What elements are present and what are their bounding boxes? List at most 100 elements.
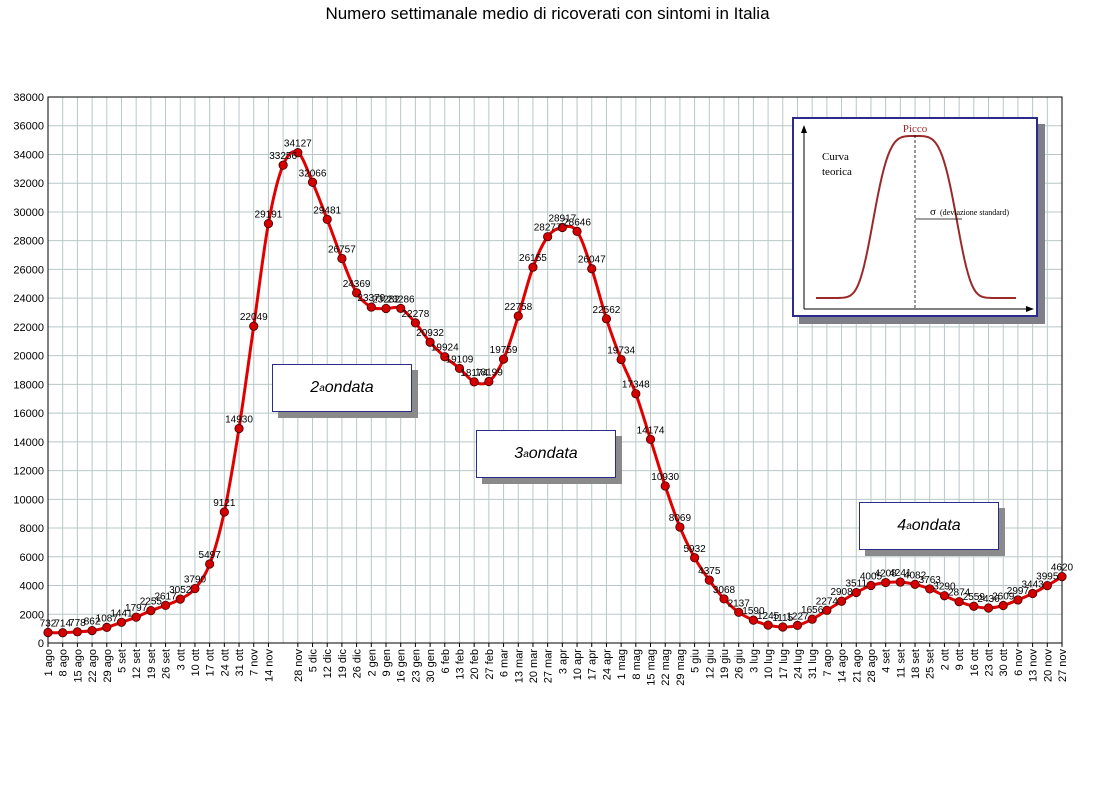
x-tick-label: 12 dic xyxy=(322,649,334,679)
data-label: 26757 xyxy=(328,245,356,256)
data-label: 3790 xyxy=(184,575,207,586)
theoretical-curve-inset: Picco Curva teorica σ (deviazione standa… xyxy=(792,117,1038,317)
data-point xyxy=(102,622,112,632)
x-tick-label: 4 set xyxy=(881,649,893,673)
data-point xyxy=(983,603,994,613)
y-tick-label: 10000 xyxy=(13,494,44,506)
data-point xyxy=(175,594,185,604)
data-point xyxy=(543,232,553,242)
data-label: 1441 xyxy=(110,608,133,619)
data-label: 5932 xyxy=(683,544,706,555)
x-tick-label: 31 ott xyxy=(234,649,246,677)
data-label: 3290 xyxy=(933,582,956,593)
wave-4-text: ondata xyxy=(911,517,961,534)
data-label: 3763 xyxy=(919,575,942,586)
data-label: 17348 xyxy=(622,380,650,391)
x-tick-label: 12 set xyxy=(131,649,143,679)
y-tick-label: 6000 xyxy=(20,552,44,564)
data-label: 26047 xyxy=(578,255,606,266)
data-label: 3511 xyxy=(846,579,868,590)
data-label: 19759 xyxy=(490,345,518,356)
data-point xyxy=(998,600,1008,611)
plot-frame xyxy=(47,96,1063,644)
data-point xyxy=(352,288,362,298)
data-label: 20932 xyxy=(416,328,444,339)
data-point xyxy=(87,626,97,636)
data-label: 18174 xyxy=(460,368,488,379)
data-point xyxy=(381,303,391,314)
x-tick-label: 1 mag xyxy=(616,649,628,680)
data-series xyxy=(43,148,1067,638)
data-label: 2137 xyxy=(728,598,751,609)
data-label: 2436 xyxy=(977,594,1000,605)
x-tick-label: 14 ago xyxy=(837,649,849,683)
y-axis: 0 2000 4000 6000 8000 10000 12000 14000 16000 180… xyxy=(13,92,44,650)
data-label: 3443 xyxy=(1021,580,1044,591)
wave-3-sup: a xyxy=(523,448,529,460)
x-tick-label: 22 ago xyxy=(87,649,99,683)
x-tick-label: 28 ago xyxy=(866,649,878,683)
data-point xyxy=(939,591,950,601)
data-point xyxy=(881,577,891,588)
x-tick-label: 20 feb xyxy=(469,649,481,680)
y-tick-label: 22000 xyxy=(13,322,44,334)
data-label: 24369 xyxy=(343,279,371,290)
data-label: 8069 xyxy=(669,513,692,524)
data-point xyxy=(645,434,656,444)
x-tick-label: 5 giu xyxy=(690,649,702,673)
data-point xyxy=(513,311,523,321)
x-tick-label: 27 feb xyxy=(484,649,496,680)
x-tick-label: 13 mar xyxy=(513,649,525,684)
x-tick-label: 7 ago xyxy=(822,649,834,677)
data-label: 19924 xyxy=(431,343,459,354)
inset-sigma-text: (deviazione standard) xyxy=(940,208,1009,217)
x-tick-label: 24 apr xyxy=(601,649,613,681)
data-label: 19734 xyxy=(607,345,635,356)
y-tick-label: 38000 xyxy=(13,92,44,104)
data-point xyxy=(396,303,406,314)
data-label: 26155 xyxy=(519,253,547,264)
data-point xyxy=(307,177,318,187)
data-label: 22049 xyxy=(240,312,268,323)
data-point xyxy=(1028,588,1038,599)
data-point xyxy=(337,253,347,264)
y-tick-label: 36000 xyxy=(13,121,44,133)
data-label: 3052 xyxy=(169,585,192,596)
data-point xyxy=(263,218,274,229)
data-label: 1115 xyxy=(772,613,793,624)
data-point xyxy=(660,481,670,491)
x-tick-label: 6 feb xyxy=(440,649,452,673)
data-label: 1590 xyxy=(742,606,765,617)
data-point xyxy=(234,423,244,434)
data-label: 18199 xyxy=(475,368,503,379)
data-label: 23282 xyxy=(372,294,400,305)
x-tick-label: 13 feb xyxy=(454,649,466,680)
x-tick-label: 27 mar xyxy=(543,649,555,684)
data-label: 4082 xyxy=(904,570,927,581)
inset-graphic: Picco Curva teorica σ (deviazione standa… xyxy=(801,123,1034,312)
x-tick-label: 6 nov xyxy=(1013,649,1025,676)
data-point xyxy=(969,601,979,611)
inset-sigma-symbol: σ xyxy=(930,206,936,218)
x-tick-label: 17 lug xyxy=(778,649,790,679)
data-label: 28277 xyxy=(534,223,562,234)
data-point xyxy=(734,607,744,617)
data-label: 23286 xyxy=(387,294,415,305)
data-label: 2997 xyxy=(1007,586,1030,597)
data-label: 2617 xyxy=(154,591,177,602)
data-point xyxy=(440,352,450,362)
x-tick-label: 26 dic xyxy=(352,649,364,679)
data-point xyxy=(1042,580,1052,591)
data-point xyxy=(748,615,758,625)
inset-y-arrow xyxy=(801,125,807,133)
data-label: 28917 xyxy=(548,214,576,225)
data-point xyxy=(1013,595,1023,605)
data-point xyxy=(454,363,465,374)
data-label: 732 xyxy=(40,618,57,629)
x-tick-label: 29 ago xyxy=(102,649,114,683)
inset-curve-label-2: teorica xyxy=(822,166,852,178)
y-tick-label: 4000 xyxy=(20,581,44,593)
